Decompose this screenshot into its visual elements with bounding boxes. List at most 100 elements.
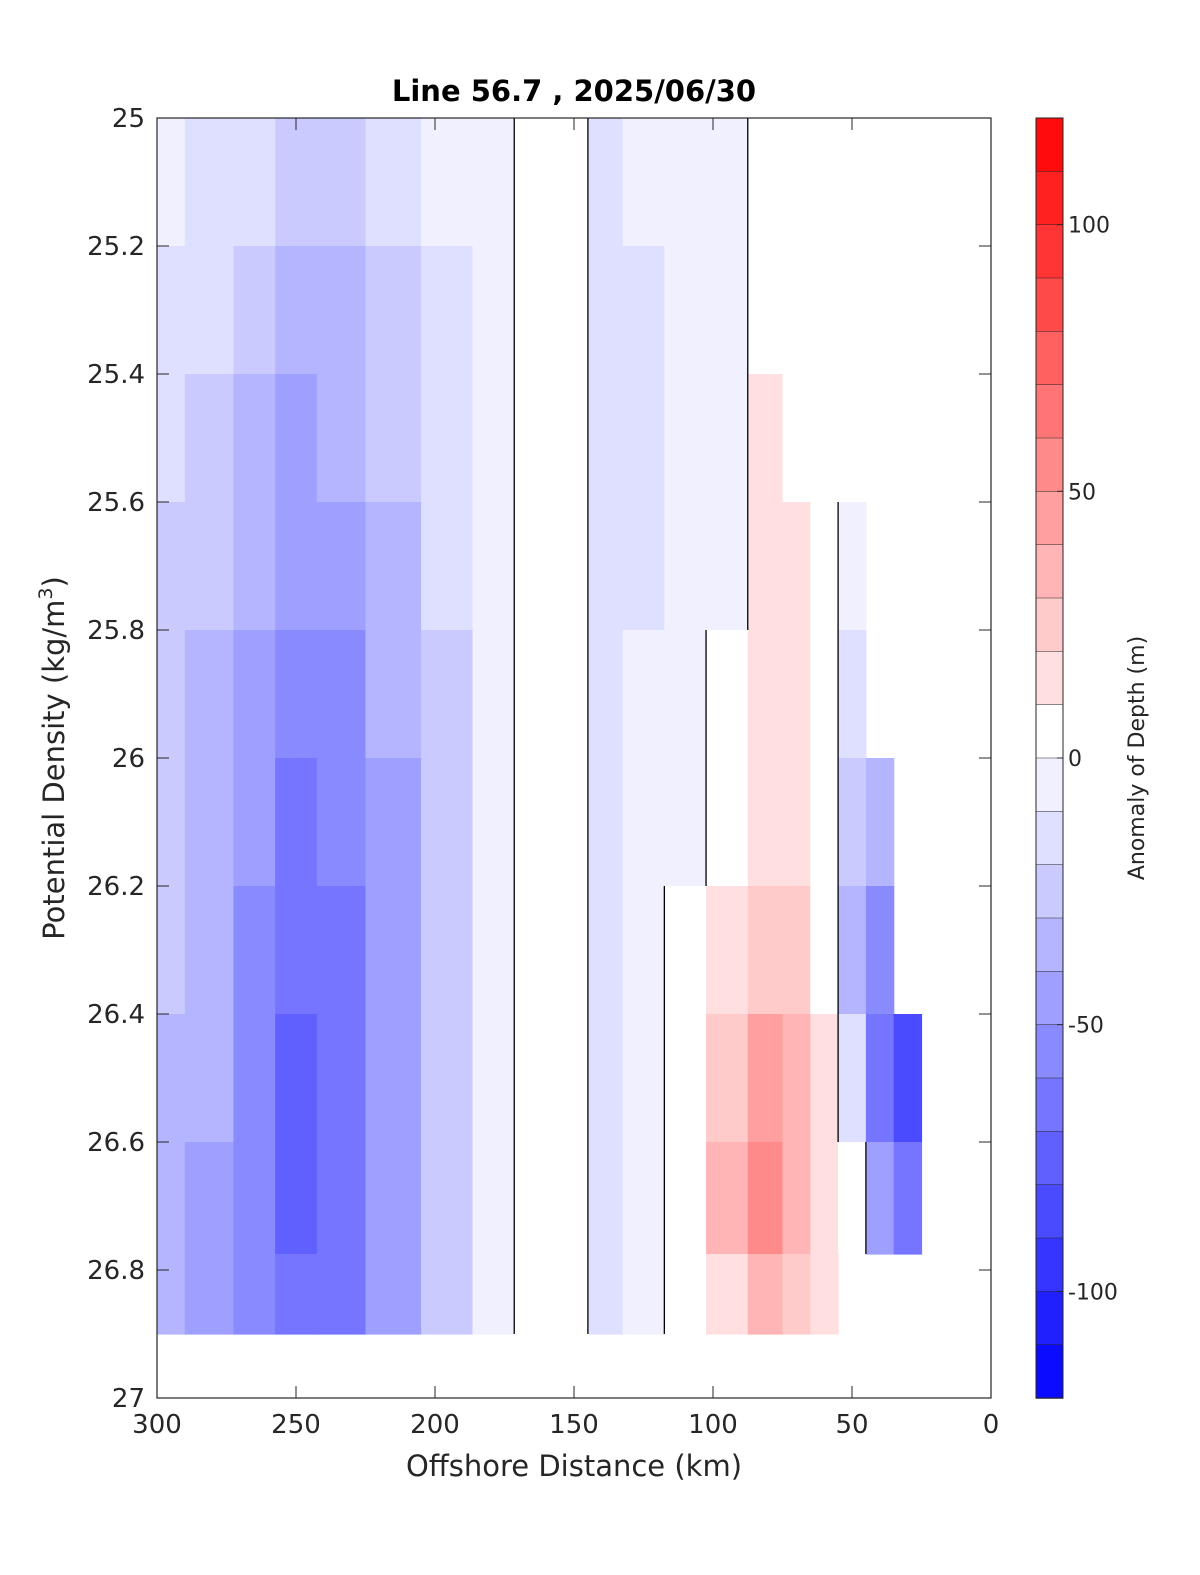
field-cell [421,886,474,1015]
field-cell [514,1142,554,1255]
field-cell [587,1142,624,1255]
field-cell [810,630,839,759]
field-cell [747,1142,784,1255]
field-cell [184,1254,235,1335]
colorbar-bin [1035,971,1064,1026]
field-cell [553,886,589,1015]
colorbar-bin [1035,1131,1064,1186]
field-cell [706,502,749,631]
x-tick-label: 200 [410,1410,460,1440]
field-cell [233,630,276,759]
field-cell [810,1254,839,1335]
field-cell [157,630,186,759]
y-tick-label: 25.2 [87,232,145,262]
field-cell [421,1014,474,1143]
field-cell [233,1014,276,1143]
field-cell [587,118,624,247]
field-cell [275,246,318,375]
field-cell [622,630,665,759]
field-cell [706,1254,749,1335]
field-cell [810,502,839,631]
x-tick-label: 50 [835,1410,868,1440]
field-cell [184,630,235,759]
field-cell [865,886,895,1015]
field-cell [622,1254,665,1335]
field-cell [514,630,554,759]
field-cell [747,246,784,375]
field-cell [184,1142,235,1255]
field-cell [587,758,624,887]
field-cell [706,374,749,503]
colorbar-bin [1035,331,1064,386]
field-cell [472,246,515,375]
field-cell [587,374,624,503]
x-axis-label: Offshore Distance (km) [406,1449,742,1483]
field-cell [421,118,474,247]
field-cell [184,118,235,247]
x-tick-label: 0 [983,1410,1000,1440]
field-cell [233,758,276,887]
field-cell [316,886,367,1015]
field-cell [275,758,318,887]
field-cell [782,502,811,631]
colorbar-bin [1035,811,1064,866]
x-axis: 300 250 200 150 100 50 0 [132,118,999,1440]
colorbar-tick-label: -50 [1068,1014,1104,1039]
field-cell [553,1014,589,1143]
colorbar-bin [1035,491,1064,546]
y-tick-label: 26.2 [87,872,145,902]
y-tick-label: 26.4 [87,1000,145,1030]
field-cell [587,502,624,631]
colorbar-tick-label: 50 [1068,480,1096,505]
field-cell [472,374,515,503]
field-cell [514,758,554,887]
colorbar-bin [1035,597,1064,653]
field-cell [421,502,474,631]
field-cell [514,1254,554,1335]
field-cell [747,630,784,759]
field-cell [810,1014,839,1143]
field-cell [664,1254,707,1335]
field-cell [472,630,515,759]
field-cell [865,1014,895,1143]
field-cell [782,246,811,375]
colorbar-bin [1035,1237,1064,1293]
y-axis: 25 25.2 25.4 25.6 25.8 26 26.2 26.4 26.6 26.8 27 [87,104,991,1414]
field-cell [782,1142,811,1255]
y-tick-label: 25.8 [87,616,145,646]
field-cell [365,374,422,503]
field-cell [184,246,235,375]
field-cell [865,1142,895,1255]
field-cell [622,1142,665,1255]
field-cell [664,630,707,759]
field-cell [865,758,895,887]
colorbar-bin [1035,384,1064,439]
field-cell [514,246,554,375]
colorbar [1035,117,1064,1399]
field-cell [664,502,707,631]
field-cell [553,758,589,887]
field-cell [587,886,624,1015]
field-cell [553,118,589,247]
field-cell [275,886,318,1015]
colorbar-bin [1035,277,1064,333]
field-cell [514,374,554,503]
field-cell [316,1142,367,1255]
field-cell [587,630,624,759]
field-cell [316,246,367,375]
field-cell [316,758,367,887]
colorbar-bin [1035,117,1064,173]
colorbar-bin [1035,1291,1064,1346]
field-cell [622,118,665,247]
field-cell [587,1014,624,1143]
field-cell [157,1014,186,1143]
field-cell [706,246,749,375]
colorbar-tick-label: 100 [1068,214,1110,239]
y-tick-label: 27 [112,1384,145,1414]
field-cell [233,886,276,1015]
field-cell [157,758,186,887]
field-cell [810,118,839,247]
field-cell [233,118,276,247]
field-cell [233,374,276,503]
